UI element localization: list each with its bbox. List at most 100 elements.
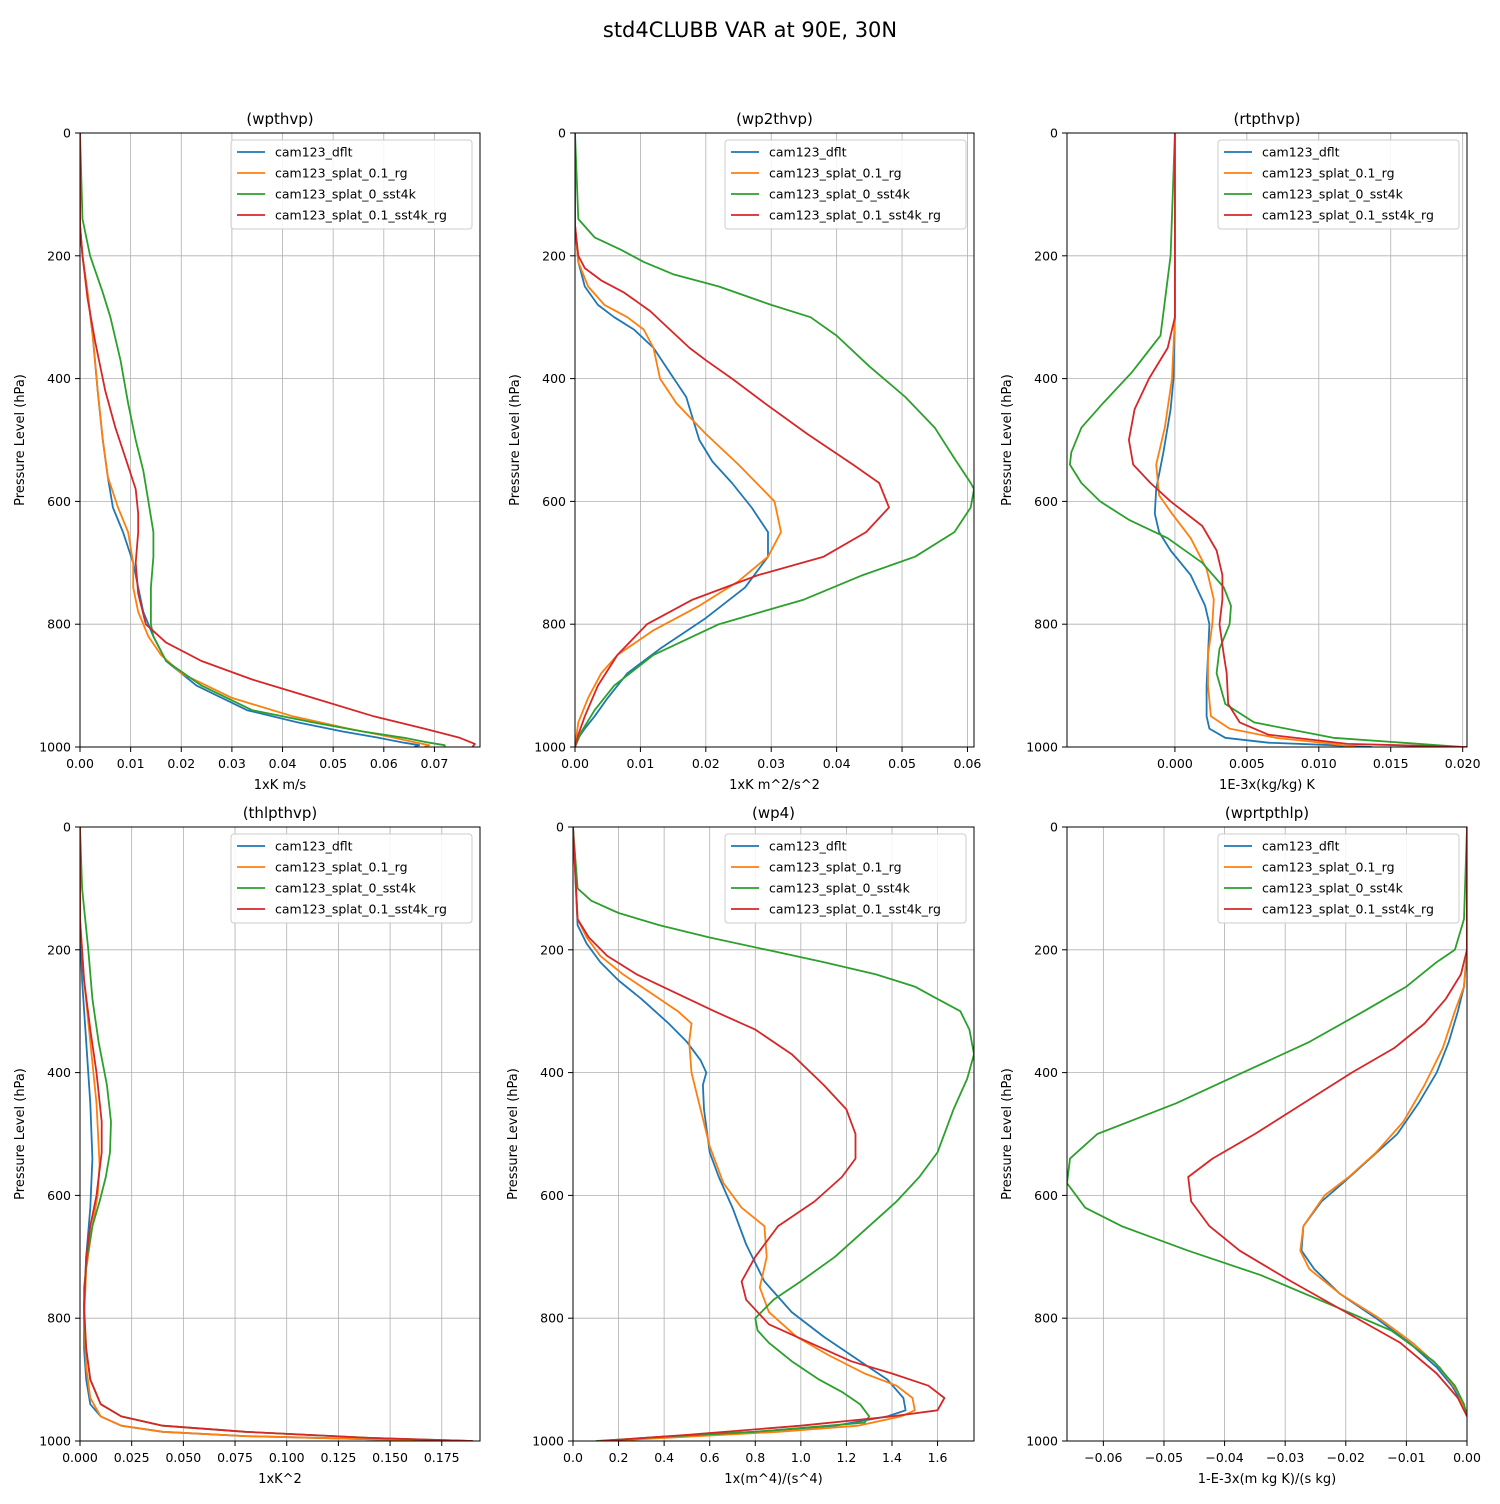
x-tick-label: 0.6: [700, 1450, 720, 1465]
x-tick-label: 1.0: [791, 1450, 811, 1465]
y-tick-label: 200: [540, 942, 564, 957]
x-axis-label: 1xK m/s: [254, 778, 307, 793]
legend-label: cam123_splat_0_sst4k: [275, 187, 417, 202]
y-tick-label: 800: [540, 1311, 564, 1326]
x-tick-label: 0.025: [114, 1450, 150, 1465]
x-tick-label: 0.125: [320, 1450, 356, 1465]
x-tick-label: 0.00: [1453, 1450, 1481, 1465]
x-tick-label: 0.01: [117, 756, 145, 771]
legend: cam123_dflt cam123_splat_0.1_rg cam123_spl…: [724, 833, 967, 924]
legend-label: cam123_splat_0_sst4k: [1262, 881, 1404, 896]
y-tick-label: 600: [540, 1188, 564, 1203]
x-tick-label: 0.07: [421, 756, 449, 771]
y-tick-label: 600: [47, 494, 71, 509]
legend: cam123_dflt cam123_splat_0.1_rg cam123_spl…: [1217, 139, 1460, 230]
legend-label: cam123_splat_0.1_sst4k_rg: [769, 902, 941, 917]
x-tick-label: 0.010: [1301, 756, 1337, 771]
legend-label: cam123_dflt: [769, 839, 847, 854]
x-tick-label: 0.020: [1445, 756, 1481, 771]
y-tick-label: 0: [63, 126, 71, 141]
y-tick-label: 800: [1034, 617, 1058, 632]
x-tick-label: 0.050: [165, 1450, 201, 1465]
axes-frame: [79, 132, 481, 748]
legend: cam123_dflt cam123_splat_0.1_rg cam123_spl…: [1217, 833, 1460, 924]
y-tick-label: 200: [1034, 248, 1058, 263]
x-tick-label: 0.02: [692, 756, 720, 771]
y-tick-label: 1000: [39, 1434, 71, 1449]
series-line-cam123_splat_0.1_sst4k_rg: [1187, 827, 1467, 1417]
series-line-cam123_dflt: [573, 827, 907, 1441]
x-tick-label: 0.03: [757, 756, 785, 771]
x-tick-label: 0.005: [1229, 756, 1265, 771]
x-tick-label: 0.03: [218, 756, 246, 771]
x-tick-label: 1.6: [928, 1450, 948, 1465]
x-tick-label: 0.075: [217, 1450, 253, 1465]
y-axis-label: Pressure Level (hPa): [13, 1068, 28, 1200]
legend-label: cam123_splat_0.1_sst4k_rg: [275, 902, 447, 917]
x-tick-label: −0.03: [1266, 1450, 1304, 1465]
x-tick-label: 1.4: [882, 1450, 902, 1465]
x-tick-label: 0.175: [424, 1450, 460, 1465]
y-tick-label: 600: [47, 1188, 71, 1203]
y-tick-label: 1000: [534, 740, 566, 755]
y-tick-label: 600: [1034, 1188, 1058, 1203]
x-axis-label: 1E-3x(kg/kg) K: [1219, 778, 1315, 793]
series-line-cam123_dflt: [1153, 133, 1373, 747]
y-tick-label: 200: [542, 248, 566, 263]
x-tick-label: 0.00: [66, 756, 94, 771]
chart-panel: 0.00 0.01 0.02 0.03 0.04 0.05 0.06 0.07 0 200 400 6…: [13, 110, 481, 793]
legend-label: cam123_splat_0.1_rg: [275, 166, 408, 181]
x-tick-label: 0.2: [609, 1450, 629, 1465]
legend-box: [724, 139, 967, 230]
y-tick-label: 1000: [532, 1434, 564, 1449]
series-line-cam123_splat_0.1_sst4k_rg: [573, 827, 946, 1441]
series-line-cam123_splat_0.1_rg: [575, 133, 782, 747]
legend-label: cam123_splat_0.1_rg: [1262, 166, 1395, 181]
chart-panel: 0.000 0.025 0.050 0.075 0.100 0.125 0.150 0.175…: [13, 804, 481, 1487]
x-tick-label: 0.01: [626, 756, 654, 771]
x-tick-label: 0.0: [563, 1450, 583, 1465]
x-tick-label: −0.05: [1145, 1450, 1183, 1465]
x-tick-label: 0.015: [1373, 756, 1409, 771]
chart-panel: 0.000 0.005 0.010 0.015 0.020 0 200 400 600 800 10…: [1000, 110, 1481, 793]
chart-panel: 0.00 0.01 0.02 0.03 0.04 0.05 0.06 0 200 400 600 80…: [508, 110, 981, 793]
legend-label: cam123_splat_0.1_rg: [1262, 860, 1395, 875]
axes-frame: [574, 132, 975, 748]
y-tick-label: 0: [558, 126, 566, 141]
legend: cam123_dflt cam123_splat_0.1_rg cam123_spl…: [724, 139, 967, 230]
y-tick-label: 0: [556, 820, 564, 835]
axes-frame: [1066, 826, 1468, 1442]
figure-title: std4CLUBB VAR at 90E, 30N: [603, 18, 897, 42]
series-line-cam123_splat_0_sst4k: [1069, 133, 1463, 747]
x-tick-label: −0.04: [1205, 1450, 1243, 1465]
x-tick-label: 1.2: [836, 1450, 856, 1465]
x-tick-label: 0.05: [888, 756, 916, 771]
legend-box: [230, 139, 473, 230]
x-axis-label: 1-E-3x(m kg K)/(s kg): [1198, 1472, 1336, 1487]
y-axis-label: Pressure Level (hPa): [1000, 374, 1015, 506]
chart-panel: 0.0 0.2 0.4 0.6 0.8 1.0 1.2 1.4 1.6 0 200 400 600 800…: [506, 804, 975, 1487]
y-axis-label: Pressure Level (hPa): [506, 1068, 521, 1200]
chart-panel: −0.06 −0.05 −0.04 −0.03 −0.02 −0.01 0.00 0 200 40…: [1000, 804, 1481, 1487]
x-axis-label: 1xK^2: [258, 1472, 302, 1487]
x-tick-label: −0.02: [1327, 1450, 1365, 1465]
y-axis-label: Pressure Level (hPa): [13, 374, 28, 506]
x-tick-label: 0.4: [654, 1450, 674, 1465]
x-tick-label: 0.150: [372, 1450, 408, 1465]
x-axis-label: 1xK m^2/s^2: [729, 778, 820, 793]
legend-box: [1217, 139, 1460, 230]
x-tick-label: 0.04: [269, 756, 297, 771]
x-tick-label: 0.100: [269, 1450, 305, 1465]
y-tick-label: 800: [1034, 1311, 1058, 1326]
x-axis-label: 1x(m^4)/(s^4): [724, 1472, 822, 1487]
y-tick-label: 400: [47, 1065, 71, 1080]
x-tick-label: 0.000: [1157, 756, 1193, 771]
x-tick-label: 0.00: [561, 756, 589, 771]
series-line-cam123_splat_0.1_sst4k_rg: [575, 133, 890, 747]
legend: cam123_dflt cam123_splat_0.1_rg cam123_spl…: [230, 139, 473, 230]
series-line-cam123_splat_0_sst4k: [573, 827, 974, 1441]
legend-label: cam123_splat_0.1_rg: [769, 860, 902, 875]
y-tick-label: 0: [1050, 126, 1058, 141]
series-line-cam123_splat_0_sst4k: [575, 133, 974, 747]
